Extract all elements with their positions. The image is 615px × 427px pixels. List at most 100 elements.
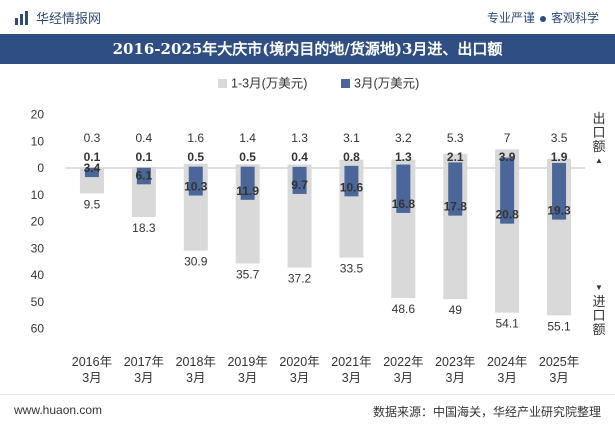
brand[interactable]: 华经情报网 [14, 8, 101, 27]
label-q1-import-4: 35.7 [236, 267, 260, 281]
bar-q1-export-4 [235, 164, 260, 168]
x-tick-label-line: 2023年 [435, 355, 475, 369]
x-tick-label-4: 2019年 3月 [227, 355, 267, 385]
label-q1-export-4: 1.4 [239, 131, 256, 145]
y-tick-label-6: 30 [31, 241, 45, 255]
bar-q1-export-2 [131, 166, 156, 168]
x-tick-label-3: 2018年 3月 [176, 355, 216, 385]
label-mar-import-10: 19.3 [547, 204, 571, 218]
label-q1-export-10: 3.5 [551, 131, 568, 145]
bar-mar-import-8 [448, 168, 463, 216]
down-arrow-icon: ▼ [595, 283, 603, 292]
bar-mar-export-3 [188, 166, 203, 168]
bar-mar-import-2 [136, 168, 151, 185]
x-tick-label-line: 3月 [497, 371, 516, 385]
y-tick-label-9: 60 [31, 322, 45, 336]
bar-mar-import-4 [240, 168, 255, 200]
label-mar-import-5: 9.7 [291, 178, 308, 192]
legend-label-1: 1-3月(万美元) [231, 77, 307, 91]
label-mar-export-9: 3.9 [499, 150, 516, 164]
x-tick-label-line: 2020年 [279, 355, 319, 369]
label-q1-import-8: 49 [449, 303, 463, 317]
bar-mar-import-7 [396, 168, 411, 213]
tagline: 专业严谨 客观科学 [487, 9, 599, 26]
side-label-export: 出口额 ▲ [591, 112, 607, 168]
y-tick-label-8: 50 [31, 295, 45, 309]
footer: www.huaon.com 数据来源：中国海关，华经产业研究院整理 [0, 394, 615, 427]
bar-mar-export-9 [500, 157, 515, 168]
label-q1-export-2: 0.4 [136, 131, 153, 145]
x-tick-label-line: 3月 [549, 371, 568, 385]
bar-mar-import-1 [84, 168, 99, 178]
label-mar-import-9: 20.8 [495, 208, 519, 222]
label-q1-import-9: 54.1 [495, 317, 519, 331]
bar-mar-export-10 [552, 162, 567, 168]
bar-q1-export-6 [339, 159, 364, 168]
label-q1-import-7: 48.6 [392, 302, 416, 316]
label-mar-export-3: 0.5 [187, 150, 204, 164]
bar-mar-import-9 [500, 168, 515, 224]
top-bar: 华经情报网 专业严谨 客观科学 [0, 0, 615, 34]
bar-mar-export-8 [448, 162, 463, 168]
bar-q1-export-3 [183, 163, 208, 168]
footer-source: 数据来源：中国海关，华经产业研究院整理 [372, 405, 601, 419]
x-tick-label-line: 2019年 [227, 355, 267, 369]
label-q1-import-3: 30.9 [184, 255, 208, 269]
label-q1-export-3: 1.6 [187, 131, 204, 145]
label-q1-export-7: 3.2 [395, 131, 412, 145]
label-q1-export-1: 0.3 [84, 131, 101, 145]
bar-q1-export-7 [391, 159, 416, 168]
legend-swatch-2 [341, 79, 350, 88]
brand-logo-icon [15, 10, 28, 25]
y-tick-label-5: 20 [31, 215, 45, 229]
label-mar-import-4: 11.9 [236, 184, 259, 198]
bar-mar-import-6 [344, 168, 359, 197]
label-mar-export-8: 2.1 [447, 150, 464, 164]
label-mar-import-1: 3.4 [84, 161, 101, 175]
x-tick-label-2: 2017年 3月 [124, 355, 164, 385]
label-mar-export-10: 1.9 [551, 150, 568, 164]
x-tick-label-line: 3月 [342, 371, 361, 385]
x-tick-label-8: 2023年 3月 [435, 355, 475, 385]
x-tick-label-line: 3月 [186, 371, 205, 385]
x-tick-label-line: 2017年 [124, 355, 164, 369]
y-tick-label-4: 10 [31, 188, 45, 202]
tagline-right: 客观科学 [550, 11, 599, 25]
up-arrow-icon: ▲ [595, 156, 603, 165]
label-q1-export-6: 3.1 [343, 131, 360, 145]
bar-mar-import-10 [552, 168, 567, 220]
footer-site[interactable]: www.huaon.com [14, 403, 103, 417]
tagline-left: 专业严谨 [486, 11, 535, 25]
x-tick-label-line: 2022年 [383, 355, 423, 369]
brand-name: 华经情报网 [36, 11, 102, 26]
label-mar-import-2: 6.1 [136, 168, 153, 182]
label-mar-import-6: 10.6 [340, 180, 364, 194]
x-tick-label-5: 2020年 3月 [279, 355, 319, 385]
label-q1-export-5: 1.3 [291, 131, 308, 145]
label-q1-import-1: 9.5 [84, 197, 101, 211]
x-tick-label-line: 2016年 [72, 355, 112, 369]
x-tick-label-line: 3月 [446, 371, 465, 385]
bar-mar-export-4 [240, 166, 255, 168]
chart-title: 2016-2025年大庆市(境内目的地/货源地)3月进、出口额 [112, 40, 503, 58]
legend-label-2: 3月(万美元) [354, 77, 419, 91]
legend-swatch-1 [218, 79, 227, 88]
x-tick-label-6: 2021年 3月 [331, 355, 371, 385]
x-tick-label-line: 2024年 [487, 355, 527, 369]
label-mar-import-7: 16.8 [392, 197, 416, 211]
label-mar-export-6: 0.8 [343, 150, 360, 164]
y-tick-label-7: 40 [31, 268, 45, 282]
side-label-export-text: 出口额 [592, 111, 606, 154]
x-tick-label-line: 2018年 [176, 355, 216, 369]
bar-mar-import-5 [292, 168, 307, 194]
label-q1-import-10: 55.1 [547, 319, 571, 333]
label-mar-import-3: 10.3 [184, 180, 208, 194]
x-tick-label-7: 2022年 3月 [383, 355, 423, 385]
y-tick-label-2: 10 [31, 134, 45, 148]
x-tick-label-line: 3月 [290, 371, 309, 385]
label-q1-import-6: 33.5 [340, 262, 364, 276]
x-tick-label-line: 3月 [238, 371, 257, 385]
bar-mar-export-7 [396, 164, 411, 168]
bar-mar-export-5 [292, 166, 307, 168]
x-tick-label-line: 3月 [134, 371, 153, 385]
